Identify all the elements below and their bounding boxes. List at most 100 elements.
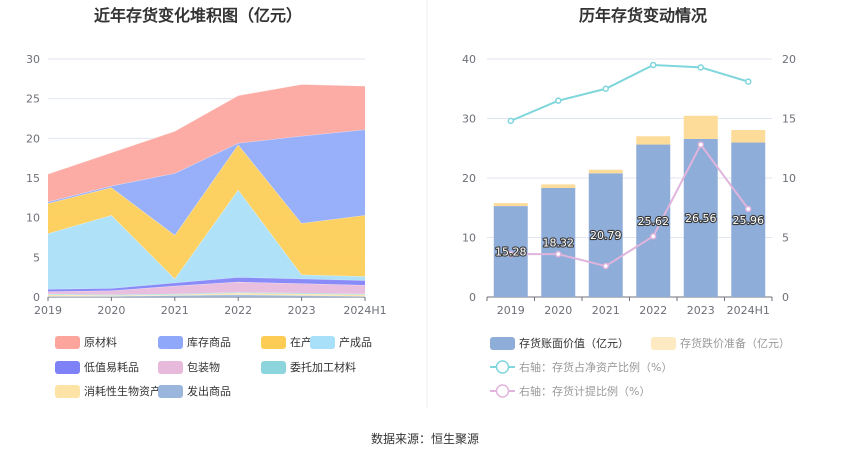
line-point-3 <box>602 262 609 270</box>
left-y-tick-label: 25 <box>26 93 40 106</box>
right-y2-tick-label: 15 <box>782 113 796 126</box>
left-legend-label: 库存商品 <box>187 335 231 349</box>
left-stacked-areas <box>47 83 366 297</box>
left-y-tick-label: 0 <box>33 291 40 304</box>
left-y-tick-label: 30 <box>26 53 40 66</box>
right-y-tick-label: 20 <box>462 172 476 185</box>
left-legend-label: 包装物 <box>187 360 220 374</box>
area-series-0 <box>48 84 365 202</box>
bar-book-value <box>541 187 576 297</box>
left-legend-swatch <box>158 385 183 398</box>
right-legend-label: 存货账面价值（亿元） <box>519 336 629 350</box>
line-point-2 <box>650 61 657 69</box>
right-y2-tick-label: 5 <box>782 232 789 245</box>
data-source: 数据来源：恒生聚源 <box>371 431 479 446</box>
bar-impairment <box>731 130 766 143</box>
left-legend-swatch <box>261 336 286 349</box>
right-chart-title: 历年存货变动情况 <box>579 6 707 25</box>
left-legend-label: 发出商品 <box>187 384 231 398</box>
left-legend-label: 原材料 <box>84 335 117 349</box>
right-legend-swatch <box>490 337 515 350</box>
bar-value-label: 26.56 <box>685 212 717 225</box>
left-legend-swatch <box>55 385 80 398</box>
area-series-edge-0 <box>47 83 366 175</box>
right-legend-label: 右轴：存货计提比例（%） <box>519 384 650 398</box>
line-point-2 <box>697 64 704 71</box>
bar-book-value <box>636 144 671 297</box>
area-series-4 <box>48 277 365 292</box>
line-point-2 <box>555 97 562 104</box>
area-series-3 <box>48 189 365 290</box>
right-y-tick-label: 40 <box>462 53 476 66</box>
left-x-tick-label: 2020 <box>97 304 125 317</box>
line-series-2 <box>510 63 749 122</box>
line-point-2 <box>745 78 752 85</box>
bar-value-label: 20.79 <box>590 229 622 242</box>
line-point-2 <box>602 85 609 92</box>
right-x-tick-label: 2019 <box>497 304 525 317</box>
bar-value-label: 15.28 <box>495 246 527 259</box>
right-y-tick-label: 0 <box>469 291 476 304</box>
left-y-tick-label: 10 <box>26 212 40 225</box>
line-series-3 <box>510 142 750 268</box>
left-x-tick-label: 2019 <box>34 304 62 317</box>
bar-book-value <box>731 142 766 297</box>
line-point-3 <box>745 205 752 213</box>
left-y-tick-label: 20 <box>26 132 40 145</box>
left-y-axis: 0 5 10 15 20 25 30 <box>26 53 40 304</box>
area-series-2 <box>48 144 365 279</box>
right-y-tick-label: 10 <box>462 232 476 245</box>
left-legend-label: 低值易耗品 <box>84 361 139 374</box>
bar-impairment <box>636 136 671 145</box>
right-legend-marker <box>495 360 510 374</box>
line-point-3 <box>507 250 514 258</box>
right-x-axis: 2019 2020 2021 2022 2023 2024H1 <box>486 297 773 317</box>
right-bars <box>493 115 766 297</box>
line-point-3 <box>555 250 562 258</box>
left-legend-swatch <box>158 336 183 349</box>
right-legend: 存货账面价值（亿元） 存货跌价准备（亿元） 右轴：存货占净资产比例（%） 右轴：存货计… <box>490 336 790 398</box>
right-legend-label: 存货跌价准备（亿元） <box>680 336 790 350</box>
bar-value-label: 25.96 <box>733 214 765 227</box>
left-legend-swatch <box>310 336 335 349</box>
right-x-tick-label: 2020 <box>544 304 572 317</box>
right-legend-marker <box>495 384 510 398</box>
left-legend-label: 产成品 <box>339 335 372 349</box>
left-legend-swatch <box>158 361 183 374</box>
line-point-2 <box>507 117 514 125</box>
line-point-3 <box>650 233 657 240</box>
bar-book-value <box>588 173 623 297</box>
bar-value-label: 25.62 <box>638 215 670 228</box>
right-bar-labels: 15.28 18.32 20.79 25.62 26.56 25.96 <box>494 211 765 260</box>
right-y2-tick-label: 0 <box>782 291 789 304</box>
bar-impairment <box>541 184 576 188</box>
area-series-1 <box>48 129 365 236</box>
right-lines <box>507 61 752 270</box>
right-y2-tick-label: 10 <box>782 172 796 185</box>
area-series-5 <box>48 281 365 295</box>
left-legend-swatch <box>261 361 286 374</box>
left-x-axis: 2019 2020 2021 2022 2023 2024H1 <box>34 297 387 317</box>
bar-impairment <box>588 169 623 174</box>
bar-impairment <box>493 203 528 207</box>
line-point-3 <box>697 141 704 148</box>
right-x-tick-label: 2021 <box>592 304 620 317</box>
left-legend-swatch <box>55 336 80 349</box>
right-grid <box>487 58 772 298</box>
left-chart-title: 近年存货变化堆积图（亿元） <box>94 6 302 25</box>
right-x-tick-label: 2024H1 <box>727 304 770 317</box>
left-legend-swatch <box>55 361 80 374</box>
right-y-axis-left: 0 10 20 30 40 <box>462 53 476 304</box>
left-y-tick-label: 15 <box>26 172 40 185</box>
bar-impairment <box>683 115 718 139</box>
left-x-tick-label: 2021 <box>161 304 189 317</box>
left-x-tick-label: 2022 <box>224 304 252 317</box>
right-y-tick-label: 30 <box>462 113 476 126</box>
bar-value-label: 18.32 <box>543 236 575 249</box>
left-legend-label: 委托加工材料 <box>290 360 356 374</box>
right-x-tick-label: 2022 <box>639 304 667 317</box>
right-x-tick-label: 2023 <box>687 304 715 317</box>
right-legend-swatch <box>651 337 676 350</box>
